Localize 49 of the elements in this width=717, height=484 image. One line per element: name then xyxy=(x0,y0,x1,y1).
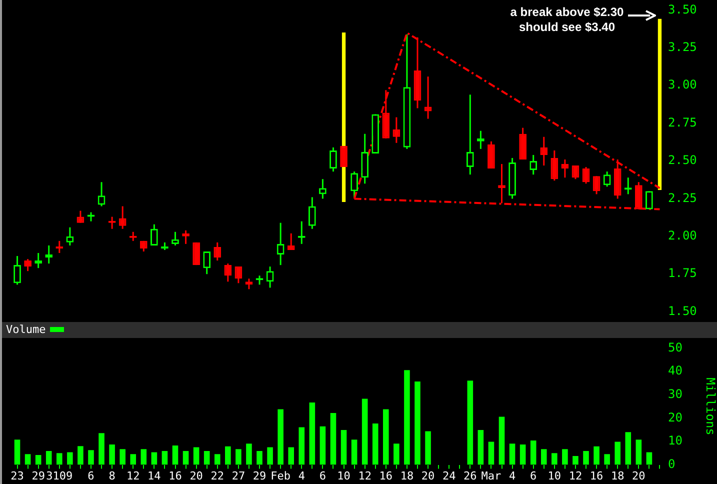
y-tick-label: 3.25 xyxy=(668,40,697,54)
y-tick-label: 40 xyxy=(668,364,682,378)
y-tick-label: 30 xyxy=(668,386,682,401)
x-tick-label: Mar xyxy=(481,469,502,482)
x-tick-label: 22 xyxy=(210,469,224,482)
x-tick-label: 12 xyxy=(358,469,372,482)
x-tick-label: 8 xyxy=(108,469,116,482)
x-tick-label: 6 xyxy=(530,469,537,482)
y-tick-label: 2.25 xyxy=(668,190,697,205)
x-tick-label: 3109 xyxy=(46,469,73,482)
x-tick-label: 16 xyxy=(379,469,393,482)
y-tick-label: 2.75 xyxy=(668,115,697,130)
y-tick-label: 1.50 xyxy=(668,304,697,318)
x-tick-label: 20 xyxy=(421,469,435,482)
x-tick-label: 12 xyxy=(126,469,140,482)
annotation: should see $3.40 xyxy=(518,20,616,34)
y-tick-label: 20 xyxy=(668,410,682,424)
x-tick-label: 29 xyxy=(252,469,266,482)
x-tick-label: 4 xyxy=(508,469,516,482)
annotation: a break above $2.30 xyxy=(509,5,625,19)
y-tick-label: 50 xyxy=(668,340,682,354)
y-tick-label: 3.50 xyxy=(668,2,697,16)
x-tick-label: 20 xyxy=(190,469,203,482)
x-tick-label: 18 xyxy=(610,469,624,482)
y-tick-label: 1.75 xyxy=(668,266,697,280)
x-tick-label: 29 xyxy=(32,469,45,482)
x-tick-label: 20 xyxy=(632,469,646,482)
x-tick-label: 23 xyxy=(10,469,24,482)
x-tick-label: 24 xyxy=(442,469,456,482)
x-tick-label: 4 xyxy=(298,469,306,482)
y-tick-label: 2.50 xyxy=(668,153,697,168)
x-tick-label: 26 xyxy=(464,469,477,482)
x-tick-label: 14 xyxy=(148,469,162,482)
x-tick-label: 6 xyxy=(319,469,326,482)
x-tick-label: 16 xyxy=(590,469,604,482)
x-tick-label: Feb xyxy=(270,469,291,482)
y-tick-label: 3.00 xyxy=(668,78,697,92)
x-tick-label: 6 xyxy=(88,469,94,482)
x-tick-label: 10 xyxy=(337,469,350,482)
x-tick-label: 27 xyxy=(232,469,246,482)
y-axis-title: Millions xyxy=(704,378,717,436)
y-tick-label: 2.00 xyxy=(668,228,697,243)
x-tick-label: 10 xyxy=(548,469,562,482)
legend-label: Volume xyxy=(6,323,46,336)
x-tick-label: 12 xyxy=(568,469,582,482)
y-tick-label: 10 xyxy=(668,434,682,448)
x-tick-label: 16 xyxy=(168,469,182,482)
x-tick-label: 18 xyxy=(400,469,414,482)
y-tick-label: 0 xyxy=(668,456,676,471)
